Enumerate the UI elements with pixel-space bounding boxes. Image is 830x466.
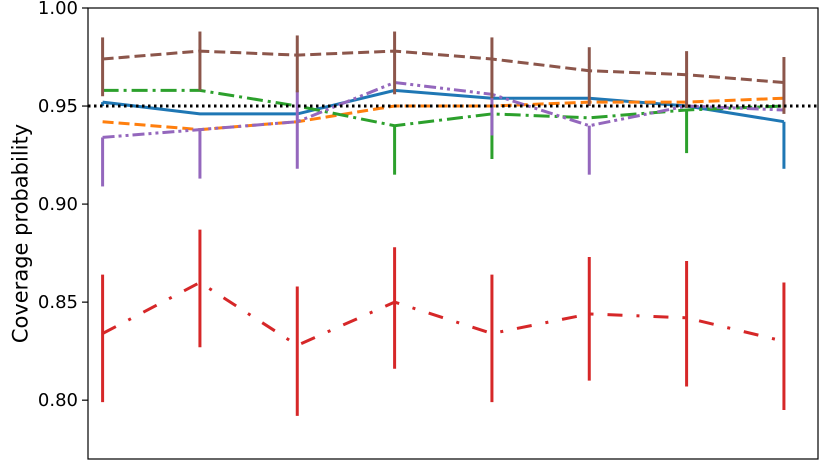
y-tick-label: 1.00 [38,0,78,19]
y-axis: 1.00 0.95 0.90 0.85 0.80 [38,0,88,411]
y-tick-label: 0.95 [38,96,78,117]
y-tick-label: 0.80 [38,390,78,411]
series-5 [101,80,784,187]
series-line [102,49,785,84]
series-line [102,88,784,128]
series-line [102,80,784,139]
series-6 [101,31,786,114]
plot-marks [88,31,818,416]
plot-frame [87,7,819,460]
y-tick-label: 0.90 [38,194,78,215]
y-axis-label: Coverage probability [8,124,32,343]
series-line [101,280,785,347]
series-4 [101,229,786,416]
y-tick-label: 0.85 [38,292,78,313]
